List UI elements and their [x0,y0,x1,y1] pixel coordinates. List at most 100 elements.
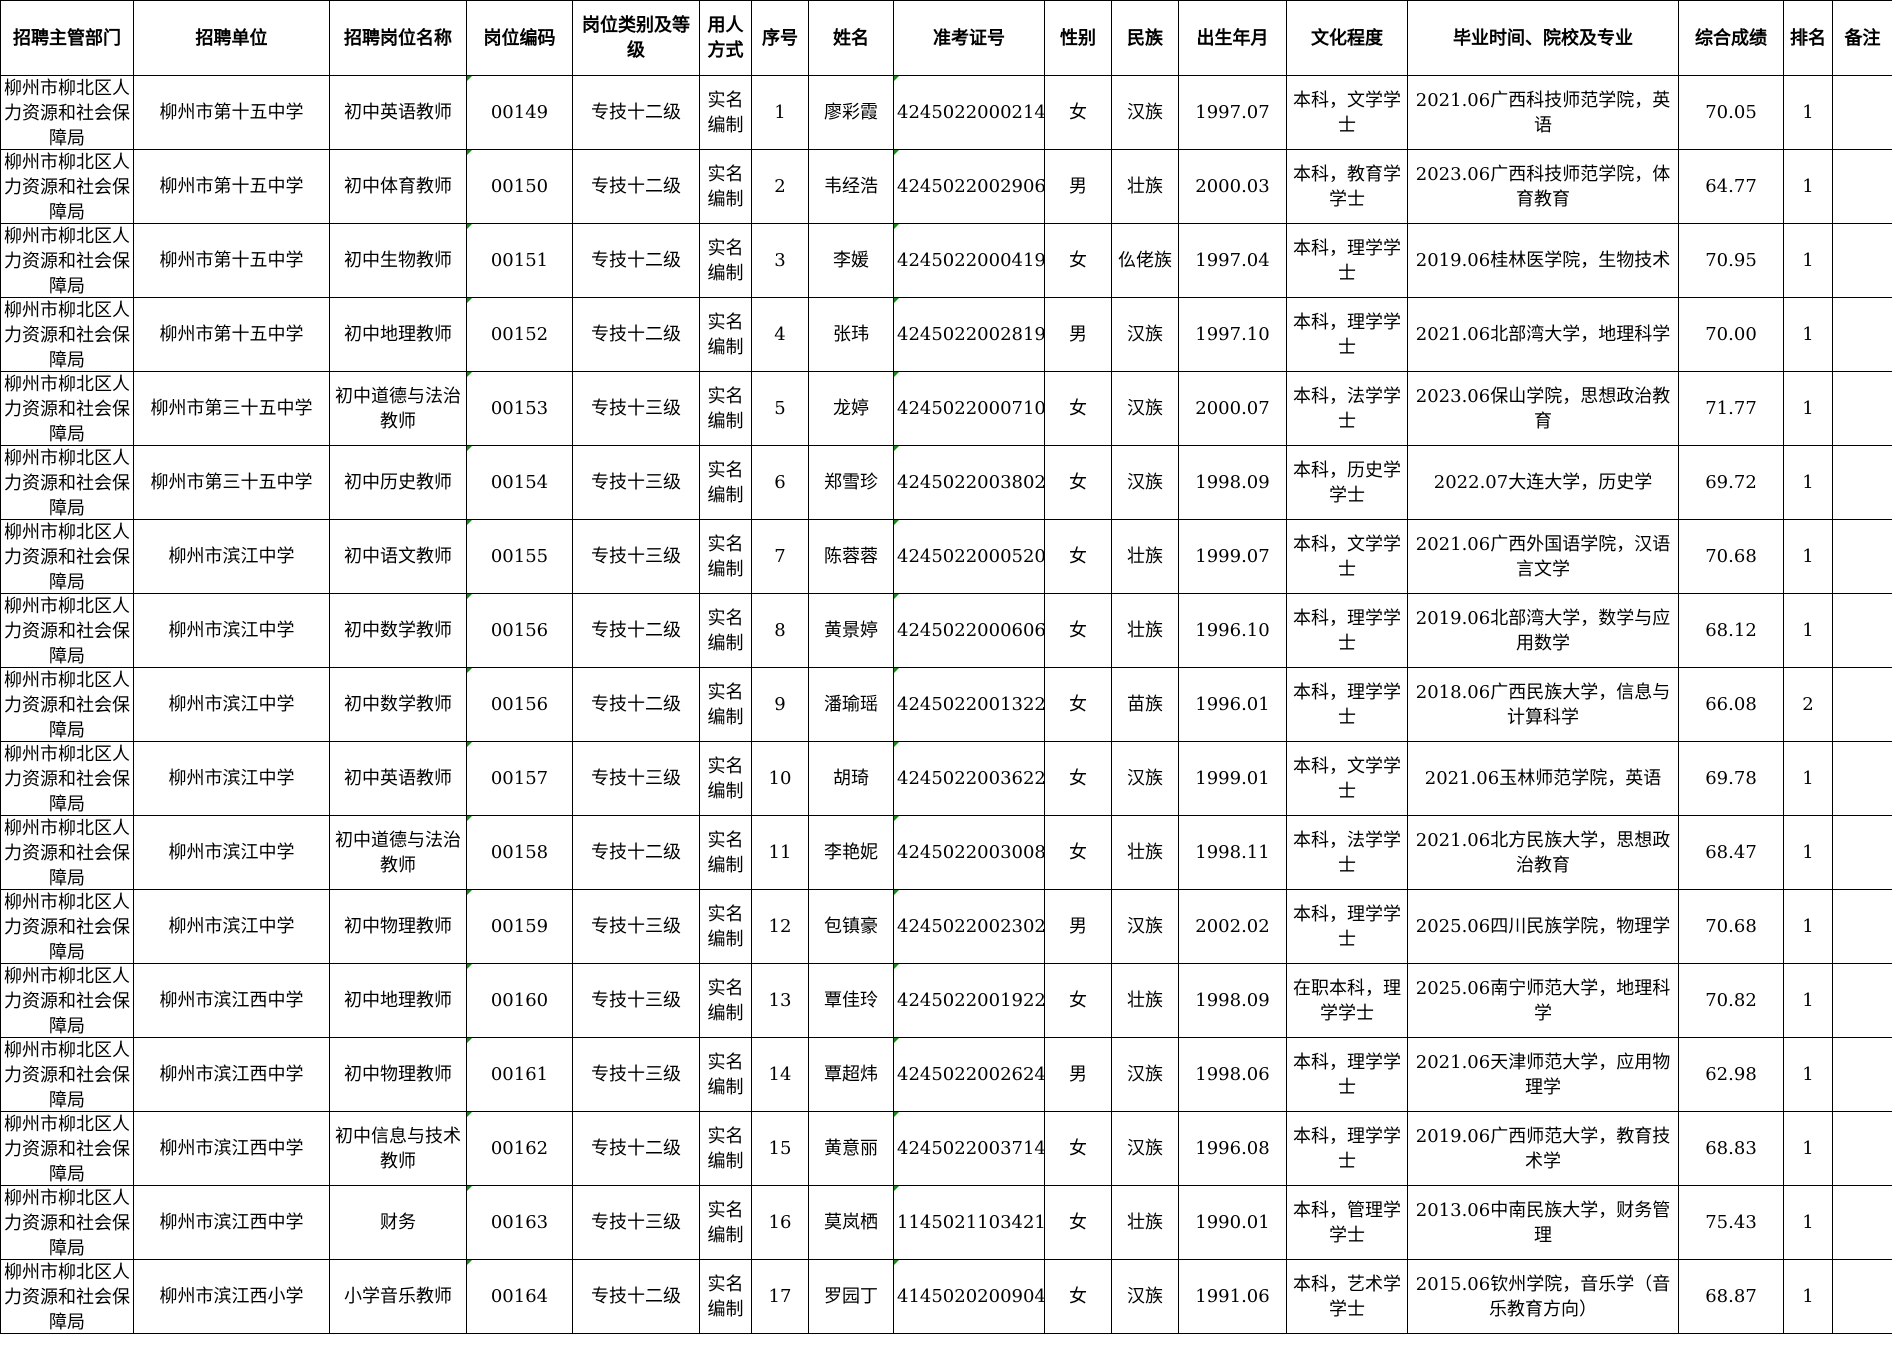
cell-score: 68.87 [1678,1259,1784,1334]
cell-position-code: 00163 [466,1185,573,1260]
cell-score: 70.68 [1678,889,1784,964]
cell-graduation: 2021.06天津师范大学，应用物理学 [1407,1037,1679,1112]
table-row: 柳州市柳北区人力资源和社会保障局 柳州市滨江中学 初中英语教师 00157 专技十三级实… [0,741,1892,816]
table-row: 柳州市柳北区人力资源和社会保障局 柳州市滨江西中学 初中物理教师 00161 专技十三级… [0,1037,1892,1112]
cell-position-code: 00164 [466,1259,573,1334]
cell-dept: 柳州市柳北区人力资源和社会保障局 [0,297,134,372]
header-employment-type: 用人方式 [699,0,752,76]
cell-grade: 专技十二级 [572,149,700,224]
cell-education: 本科，法学学士 [1286,371,1408,446]
cell-education: 本科，文学学士 [1286,75,1408,150]
cell-gender: 男 [1044,297,1112,372]
cell-gender: 男 [1044,149,1112,224]
header-graduation: 毕业时间、院校及专业 [1407,0,1679,76]
cell-gender: 女 [1044,371,1112,446]
cell-remarks [1832,75,1892,150]
cell-ethnicity: 汉族 [1111,1259,1179,1334]
cell-employment-type: 实名编制 [699,963,752,1038]
cell-seq: 6 [751,445,809,520]
cell-score: 68.83 [1678,1111,1784,1186]
cell-grade: 专技十二级 [572,593,700,668]
cell-remarks [1832,593,1892,668]
cell-dept-text: 柳州市柳北区人力资源和社会保障局 [4,1262,130,1333]
cell-education: 本科，理学学士 [1286,667,1408,742]
table-row: 柳州市柳北区人力资源和社会保障局 柳州市第十五中学 初中体育教师 00150 专技十二级… [0,149,1892,224]
cell-rank: 1 [1783,1259,1833,1334]
cell-dept-text: 柳州市柳北区人力资源和社会保障局 [4,152,130,223]
cell-remarks [1832,815,1892,890]
cell-birth: 1990.01 [1178,1185,1287,1260]
cell-grade: 专技十二级 [572,1111,700,1186]
table-row: 柳州市柳北区人力资源和社会保障局 柳州市第十五中学 初中英语教师 00149 专技十二级… [0,75,1892,150]
cell-remarks [1832,445,1892,520]
cell-ethnicity: 汉族 [1111,371,1179,446]
cell-education: 本科，理学学士 [1286,593,1408,668]
cell-position: 初中体育教师 [329,149,467,224]
cell-exam-number: 4245022000419 [893,223,1045,298]
cell-gender: 女 [1044,963,1112,1038]
cell-dept-text: 柳州市柳北区人力资源和社会保障局 [4,226,130,297]
cell-score: 66.08 [1678,667,1784,742]
cell-exam-number: 4245022001922 [893,963,1045,1038]
cell-dept: 柳州市柳北区人力资源和社会保障局 [0,445,134,520]
cell-exam-number: 4245022003802 [893,445,1045,520]
cell-position-code: 00155 [466,519,573,594]
cell-rank: 1 [1783,741,1833,816]
cell-rank: 1 [1783,889,1833,964]
cell-education: 本科，理学学士 [1286,889,1408,964]
cell-remarks [1832,963,1892,1038]
cell-seq: 12 [751,889,809,964]
cell-position: 初中生物教师 [329,223,467,298]
cell-name: 韦经浩 [808,149,894,224]
cell-ethnicity: 壮族 [1111,1185,1179,1260]
cell-education: 本科，法学学士 [1286,815,1408,890]
cell-exam-number: 4245022002624 [893,1037,1045,1112]
header-exam-number: 准考证号 [893,0,1045,76]
cell-ethnicity: 壮族 [1111,815,1179,890]
cell-graduation: 2021.06玉林师范学院，英语 [1407,741,1679,816]
cell-remarks [1832,667,1892,742]
cell-employment-type: 实名编制 [699,1259,752,1334]
cell-employment-type: 实名编制 [699,1111,752,1186]
table-row: 柳州市柳北区人力资源和社会保障局 柳州市滨江西中学 初中地理教师 00160 专技十三级… [0,963,1892,1038]
cell-dept: 柳州市柳北区人力资源和社会保障局 [0,371,134,446]
cell-unit: 柳州市第三十五中学 [133,371,330,446]
cell-grade: 专技十二级 [572,815,700,890]
table-row: 柳州市柳北区人力资源和社会保障局 柳州市滨江中学 初中数学教师 00156 专技十二级实… [0,593,1892,668]
cell-birth: 1996.08 [1178,1111,1287,1186]
cell-rank: 1 [1783,371,1833,446]
cell-birth: 1998.09 [1178,445,1287,520]
cell-education: 本科，艺术学学士 [1286,1259,1408,1334]
cell-dept-text: 柳州市柳北区人力资源和社会保障局 [4,374,130,445]
cell-exam-number: 4245022000710 [893,371,1045,446]
cell-ethnicity: 汉族 [1111,889,1179,964]
cell-graduation: 2025.06四川民族学院，物理学 [1407,889,1679,964]
cell-seq: 14 [751,1037,809,1112]
cell-ethnicity: 汉族 [1111,445,1179,520]
cell-score: 69.72 [1678,445,1784,520]
header-birth: 出生年月 [1178,0,1287,76]
cell-dept: 柳州市柳北区人力资源和社会保障局 [0,815,134,890]
cell-seq: 10 [751,741,809,816]
cell-position: 初中道德与法治教师 [329,371,467,446]
header-unit: 招聘单位 [133,0,330,76]
cell-gender: 男 [1044,889,1112,964]
cell-score: 75.43 [1678,1185,1784,1260]
cell-exam-number: 4245022002302 [893,889,1045,964]
cell-dept: 柳州市柳北区人力资源和社会保障局 [0,741,134,816]
cell-remarks [1832,149,1892,224]
cell-rank: 1 [1783,75,1833,150]
cell-graduation: 2021.06广西科技师范学院，英语 [1407,75,1679,150]
cell-birth: 1999.07 [1178,519,1287,594]
cell-employment-type: 实名编制 [699,445,752,520]
cell-unit: 柳州市第三十五中学 [133,445,330,520]
cell-dept: 柳州市柳北区人力资源和社会保障局 [0,1037,134,1112]
cell-employment-type: 实名编制 [699,519,752,594]
cell-name: 黄景婷 [808,593,894,668]
cell-employment-type: 实名编制 [699,593,752,668]
cell-gender: 女 [1044,519,1112,594]
cell-ethnicity: 仫佬族 [1111,223,1179,298]
cell-birth: 1999.01 [1178,741,1287,816]
cell-education: 本科，文学学士 [1286,519,1408,594]
cell-seq: 3 [751,223,809,298]
